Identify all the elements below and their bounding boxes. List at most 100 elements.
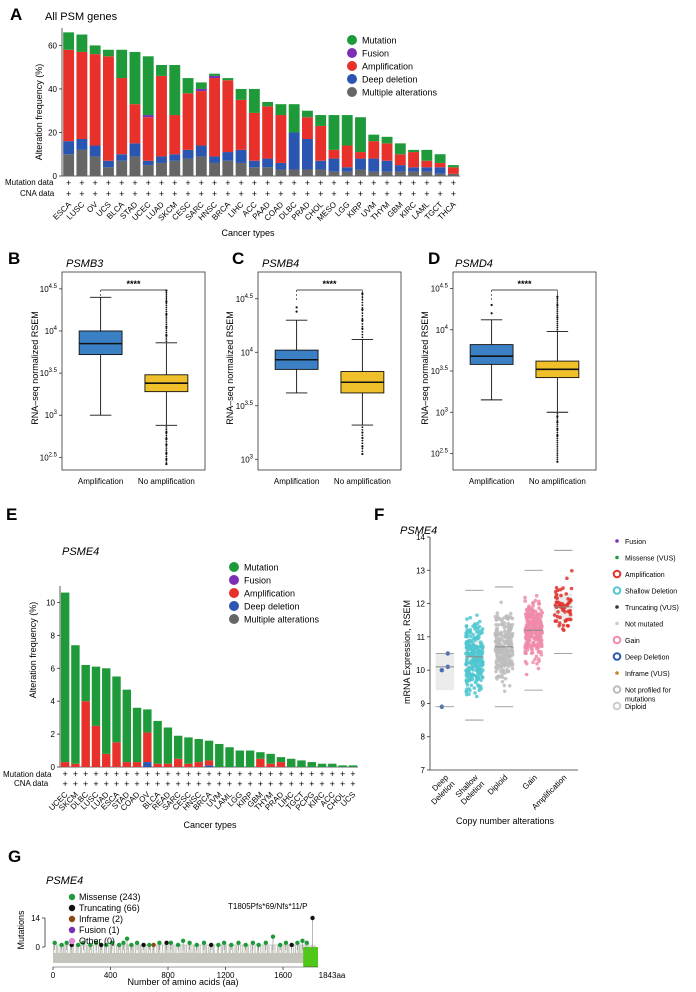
panel-d-outlier (556, 429, 559, 432)
panel-f-point (473, 680, 478, 685)
panel-a-legend-label: Deep deletion (362, 75, 418, 85)
panel-a-bar-amplification (341, 145, 353, 168)
panel-a-row-mutation-marker: + (172, 178, 177, 188)
panel-f-ytick-label: 11 (417, 633, 426, 642)
panel-a-bar-multiple-alterations (315, 169, 327, 176)
panel-g-annotation: T1805Pfs*69/Nfs*11/P (228, 902, 307, 911)
panel-g-lollipop-head (295, 940, 300, 946)
panel-f-legend-swatch (615, 671, 619, 675)
panel-c-outlier (361, 453, 364, 455)
panel-d-outlier (556, 417, 559, 419)
panel-f-point (558, 621, 562, 625)
panel-a-bar-deep-deletion (301, 139, 313, 170)
panel-f-point (552, 613, 557, 617)
panel-f-point (523, 595, 527, 600)
panel-a-bar-deep-deletion (394, 165, 406, 172)
panel-a-bar-deep-deletion (102, 160, 114, 168)
panel-f-legend-swatch (612, 586, 622, 595)
panel-g-legend-label: Inframe (2) (79, 914, 123, 924)
panel-f-point (497, 646, 502, 651)
panel-c-outlier (295, 306, 298, 309)
panel-d-outlier (556, 433, 559, 436)
panel-e-bar-amplification (163, 763, 173, 767)
panel-f-point (554, 586, 559, 590)
panel-a-bar-mutation (394, 143, 406, 155)
panel-f-point (554, 619, 559, 623)
panel-g-lollipop-head (134, 940, 140, 946)
panel-e-label: E (6, 505, 17, 524)
panel-f-point (527, 637, 531, 641)
panel-a-bar-deep-deletion (129, 143, 141, 157)
panel-d-outlier (556, 328, 559, 331)
panel-c-outlier (361, 320, 364, 323)
panel-g-lollipop-head (300, 938, 305, 943)
panel-e-xlabel: Cancer types (183, 820, 237, 830)
panel-f-point (524, 636, 529, 641)
panel-a-row-mutation-marker: + (119, 178, 124, 188)
panel-a-ytick-label: 60 (48, 41, 57, 50)
panel-a-legend: Mutation Fusion Amplification Deep deletion… (347, 35, 438, 98)
panel-g-ytick-label: 0 (36, 943, 41, 952)
panel-e-row-mutation-marker: + (73, 769, 78, 779)
panel-b-outlier (165, 451, 168, 454)
panel-e-ytick-label: 10 (46, 598, 55, 607)
panel-e-row-mutation-marker: + (124, 769, 129, 779)
panel-f-legend-swatch (615, 539, 619, 543)
panel-f-point (510, 662, 515, 667)
panel-a-bar-deep-deletion (116, 154, 128, 161)
panel-f-point (465, 639, 470, 644)
panel-f-point (525, 647, 530, 652)
panel-f-label: F (374, 505, 384, 524)
panel-a-row-mutation-marker: + (331, 178, 336, 188)
panel-f-point (464, 645, 469, 649)
panel-d-outlier (490, 303, 493, 307)
panel-f-point (502, 625, 507, 630)
panel-g-lollipop-head (175, 942, 181, 948)
panel-e-row-mutation-marker: + (134, 769, 139, 779)
panel-f-point (560, 601, 564, 606)
panel-e-ytick-label: 8 (51, 631, 56, 640)
panel-a-bar-amplification (156, 75, 167, 157)
panel-a-bar-fusion (209, 75, 221, 79)
panel-e-bar-mutation (328, 763, 337, 767)
panel-e-row-mutation-marker: + (350, 769, 355, 779)
panel-c-outlier (361, 426, 364, 429)
panel-e-row-cna-marker: + (196, 779, 201, 789)
panel-b-outlier (165, 434, 168, 437)
panel-b-xtick-label: No amplification (138, 477, 195, 486)
panel-a-ytick-label: 0 (53, 172, 58, 181)
panel-a-bar-mutation (248, 88, 260, 113)
panel-e-legend-swatch (229, 601, 239, 611)
panel-a-bar-multiple-alterations (182, 158, 194, 176)
panel-e-bar-mutation (173, 735, 183, 759)
panel-a-row-mutation-label: Mutation data (5, 178, 54, 187)
panel-c-outlier (361, 309, 364, 312)
panel-e-row-cna-marker: + (268, 779, 273, 789)
panel-b-outlier (165, 455, 168, 458)
panel-f-point (509, 648, 514, 652)
panel-e-legend-swatch (229, 588, 239, 598)
panel-f-ytick-label: 8 (421, 733, 426, 742)
panel-b-outlier (165, 317, 168, 319)
panel-a-row-cna-marker: + (331, 189, 336, 199)
panel-g-plot: 0 14 0 400 800 1200 1600 1843aa (31, 914, 346, 980)
panel-f-point (508, 615, 513, 619)
panel-f-point (498, 660, 502, 664)
panel-a-bar-amplification (434, 162, 446, 168)
panel-g-legend-label: Other (0) (79, 936, 115, 946)
panel-b-outlier (165, 325, 168, 328)
panel-a-row-cna-marker: + (371, 189, 376, 199)
panel-e-row-mutation-marker: + (186, 769, 191, 779)
panel-f-point (478, 652, 483, 657)
panel-f-point (565, 603, 569, 607)
panel-f-point (523, 599, 527, 603)
panel-g-lollipop-head (80, 940, 86, 946)
panel-f-point (464, 692, 469, 697)
panel-g-lollipop-head (194, 942, 199, 948)
panel-e-bar-mutation (256, 752, 265, 759)
panel-d-outlier (556, 454, 559, 457)
panel-a-row-mutation-marker: + (371, 178, 376, 188)
panel-f-legend-swatch (612, 685, 622, 694)
panel-c-outlier (361, 333, 364, 336)
panel-g-lollipop-head (310, 915, 315, 921)
